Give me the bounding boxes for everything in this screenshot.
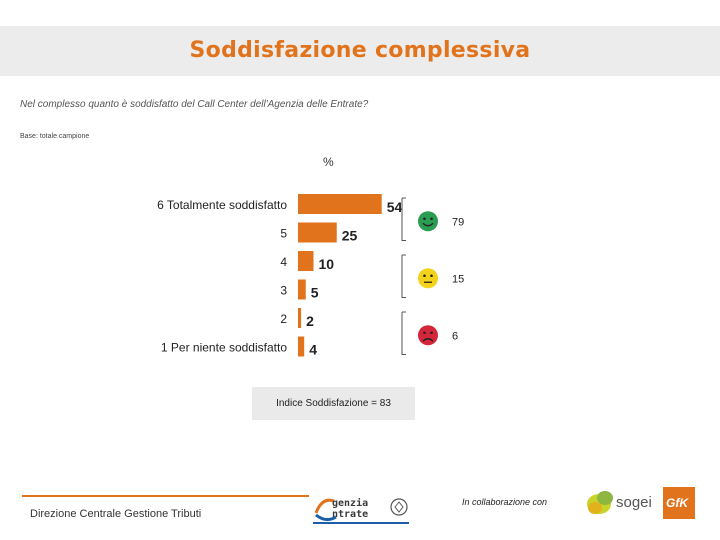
happy-face-icon (418, 211, 438, 232)
group-value-2: 6 (452, 330, 458, 342)
category-label-1: 5 (280, 227, 287, 241)
sogei-wordmark: sogei (616, 494, 652, 511)
bar-2 (298, 251, 314, 271)
agency-wordmark-line1: genzia (332, 498, 369, 509)
bar-1 (298, 222, 337, 243)
gfk-logo (663, 487, 695, 519)
bar-4 (298, 308, 302, 328)
satisfaction-index: Indice Soddisfazione = 83 (252, 387, 415, 420)
sogei-logo: sogei (587, 491, 652, 514)
category-label-2: 4 (280, 255, 287, 269)
group-value-1: 15 (452, 273, 464, 285)
category-label-4: 2 (280, 312, 287, 326)
collaboration-label: In collaborazione con (462, 497, 548, 507)
group-value-0: 79 (452, 216, 464, 228)
bar-0 (298, 194, 382, 214)
gfk-wordmark: GfK (666, 496, 688, 510)
value-label-5: 4 (309, 342, 317, 358)
bar-5 (298, 336, 305, 357)
category-label-0: 6 Totalmente soddisfatto (157, 198, 287, 212)
agenzia-entrate-logo (313, 498, 409, 524)
category-label-5: 1 Per niente soddisfatto (161, 341, 287, 355)
satisfaction-index-label: Indice Soddisfazione = 83 (276, 398, 391, 409)
neutral-face-icon (418, 268, 438, 289)
category-label-3: 3 (280, 284, 287, 298)
value-label-4: 2 (306, 313, 314, 329)
value-label-3: 5 (311, 285, 319, 301)
department-name: Direzione Centrale Gestione Tributi (30, 508, 202, 520)
agency-wordmark: genzia ntrate (332, 498, 368, 520)
bar-3 (298, 279, 306, 300)
agency-wordmark-line2: ntrate (332, 509, 369, 520)
value-label-0: 54 (387, 199, 403, 215)
value-label-1: 25 (342, 228, 358, 244)
sample-base: Base: totale campione (20, 133, 90, 140)
group-bracket-1 (401, 254, 406, 298)
value-label-2: 10 (319, 256, 335, 272)
unit-label: % (323, 155, 334, 169)
page-title: Soddisfazione complessiva (189, 38, 531, 63)
group-bracket-0 (401, 197, 406, 241)
sad-face-icon (418, 325, 438, 346)
group-bracket-2 (401, 311, 406, 355)
footer-rule (22, 495, 309, 527)
survey-question: Nel complesso quanto è soddisfatto del C… (20, 99, 369, 110)
title-band (0, 26, 720, 76)
